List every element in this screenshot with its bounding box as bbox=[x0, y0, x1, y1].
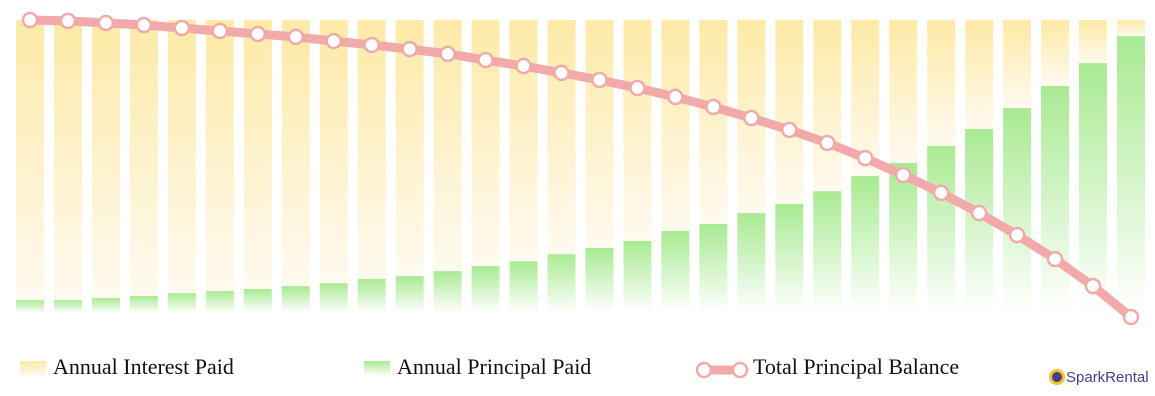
balance-point bbox=[477, 51, 494, 69]
principal-bar bbox=[53, 300, 82, 313]
balance-point bbox=[401, 40, 418, 58]
interest-bar bbox=[965, 20, 994, 129]
principal-bar bbox=[357, 279, 386, 313]
legend-swatch bbox=[695, 361, 713, 379]
principal-bar bbox=[775, 204, 804, 313]
balance-point bbox=[21, 11, 39, 29]
interest-bar bbox=[53, 20, 82, 301]
interest-bar bbox=[699, 20, 728, 224]
balance-point bbox=[970, 204, 988, 222]
plot-area bbox=[16, 11, 1145, 326]
balance-point bbox=[135, 16, 153, 34]
principal-bar bbox=[1117, 36, 1145, 314]
balance-point bbox=[591, 71, 608, 89]
legend-label: Annual Principal Paid bbox=[397, 354, 591, 379]
principal-bar bbox=[471, 266, 500, 313]
interest-bar bbox=[357, 20, 386, 280]
balance-point bbox=[629, 79, 646, 97]
interest-bar bbox=[775, 20, 804, 205]
logo-icon bbox=[1052, 372, 1062, 382]
interest-bar bbox=[167, 20, 196, 294]
interest-bar bbox=[661, 20, 690, 231]
balance-point bbox=[553, 64, 570, 82]
principal-bar bbox=[661, 230, 690, 313]
principal-bar bbox=[699, 223, 728, 313]
logo: SparkRental bbox=[1049, 369, 1149, 386]
balance-point bbox=[894, 166, 912, 184]
balance-point bbox=[1122, 308, 1140, 326]
balance-point bbox=[439, 45, 456, 63]
interest-bar bbox=[585, 20, 614, 248]
principal-bar bbox=[509, 261, 538, 313]
balance-point bbox=[59, 12, 77, 30]
principal-bar bbox=[851, 175, 880, 313]
principal-bar bbox=[547, 254, 576, 313]
interest-bar bbox=[319, 20, 348, 284]
balance-point bbox=[743, 109, 760, 127]
balance-point bbox=[211, 22, 229, 40]
principal-bar bbox=[319, 283, 348, 313]
legend-label: Total Principal Balance bbox=[753, 354, 959, 379]
interest-bar bbox=[129, 20, 158, 297]
interest-bar bbox=[889, 20, 918, 163]
principal-bar bbox=[167, 293, 196, 313]
balance-point bbox=[1046, 250, 1064, 268]
interest-bar bbox=[91, 20, 120, 299]
principal-bar bbox=[16, 300, 44, 313]
principal-bar bbox=[737, 213, 766, 313]
principal-bar bbox=[433, 271, 462, 313]
balance-point bbox=[363, 36, 380, 54]
balance-point bbox=[932, 184, 950, 202]
balance-point bbox=[819, 134, 836, 152]
interest-bar bbox=[205, 20, 234, 292]
principal-bar bbox=[1003, 107, 1032, 314]
legend: Annual Interest Paid Annual Principal Pa… bbox=[20, 354, 959, 379]
interest-bar bbox=[927, 20, 956, 146]
principal-bar bbox=[623, 240, 652, 313]
principal-bar bbox=[927, 145, 956, 313]
interest-bar bbox=[395, 20, 424, 277]
balance-point bbox=[173, 19, 191, 37]
interest-bar bbox=[1079, 20, 1108, 64]
principal-bar bbox=[205, 291, 234, 313]
principal-bar bbox=[1079, 63, 1108, 313]
balance-point bbox=[705, 98, 722, 116]
interest-bar bbox=[16, 20, 44, 301]
interest-bar bbox=[243, 20, 272, 289]
principal-bar bbox=[243, 288, 272, 313]
legend-label: Annual Interest Paid bbox=[53, 354, 234, 379]
balance-point bbox=[287, 28, 305, 46]
principal-bar bbox=[889, 162, 918, 313]
balance-point bbox=[515, 57, 532, 75]
balance-point bbox=[1008, 226, 1026, 244]
balance-point bbox=[667, 88, 684, 106]
principal-bar bbox=[813, 191, 842, 313]
balance-point bbox=[856, 149, 874, 167]
interest-bar bbox=[281, 20, 310, 287]
principal-bar bbox=[395, 276, 424, 313]
interest-bar bbox=[509, 20, 538, 262]
interest-bar bbox=[547, 20, 576, 255]
interest-bar bbox=[1041, 20, 1070, 86]
interest-bar bbox=[1003, 20, 1032, 108]
balance-point bbox=[97, 14, 115, 32]
legend-swatch bbox=[20, 361, 46, 376]
principal-bar bbox=[129, 296, 158, 313]
balance-point bbox=[325, 32, 342, 50]
interest-bar bbox=[813, 20, 842, 192]
balance-point bbox=[1084, 277, 1102, 295]
principal-bar bbox=[585, 247, 614, 313]
legend-swatch bbox=[364, 361, 390, 376]
balance-point bbox=[781, 121, 798, 139]
balance-point bbox=[249, 25, 267, 43]
interest-bar bbox=[1117, 20, 1145, 37]
principal-bar bbox=[281, 286, 310, 313]
interest-bar bbox=[623, 20, 652, 241]
legend-swatch bbox=[731, 361, 749, 379]
principal-bar bbox=[91, 298, 120, 313]
principal-bar bbox=[1041, 85, 1070, 313]
brand: SparkRental bbox=[1066, 369, 1149, 386]
